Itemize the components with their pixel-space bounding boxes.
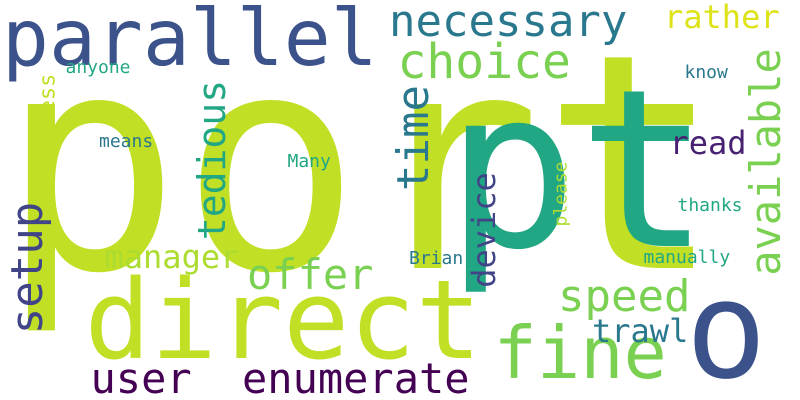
- word-pt: pt: [445, 42, 711, 298]
- word-necessary: necessary: [389, 0, 628, 47]
- word-manually: manually: [643, 247, 731, 268]
- word-setup: setup: [2, 201, 54, 335]
- word-fine: fine: [493, 311, 667, 395]
- word-choice: choice: [397, 34, 571, 90]
- word-o: o: [685, 251, 767, 400]
- word-direct: direct: [84, 256, 482, 384]
- word-address: address: [34, 73, 60, 167]
- word-time: time: [387, 85, 439, 191]
- word-many: Many: [287, 151, 331, 172]
- word-manager: manager: [104, 238, 240, 276]
- word-enumerate: enumerate: [242, 354, 470, 400]
- word-read: read: [669, 124, 747, 162]
- word-port: port: [0, 0, 723, 339]
- word-means: means: [99, 131, 154, 152]
- word-know: know: [684, 62, 728, 83]
- word-rather: rather: [664, 0, 780, 36]
- word-offer: offer: [247, 250, 374, 299]
- word-thanks: thanks: [677, 195, 743, 216]
- word-brian: Brian: [409, 248, 464, 269]
- word-speed: speed: [558, 271, 691, 322]
- word-available: available: [740, 48, 790, 276]
- word-anyone: anyone: [65, 57, 131, 78]
- word-tedious: tedious: [190, 79, 235, 241]
- word-please: please: [550, 161, 572, 227]
- word-device: device: [464, 172, 503, 288]
- word-user: user: [90, 354, 192, 400]
- word-parallel: parallel: [2, 0, 378, 84]
- word-trawl: trawl: [592, 312, 689, 350]
